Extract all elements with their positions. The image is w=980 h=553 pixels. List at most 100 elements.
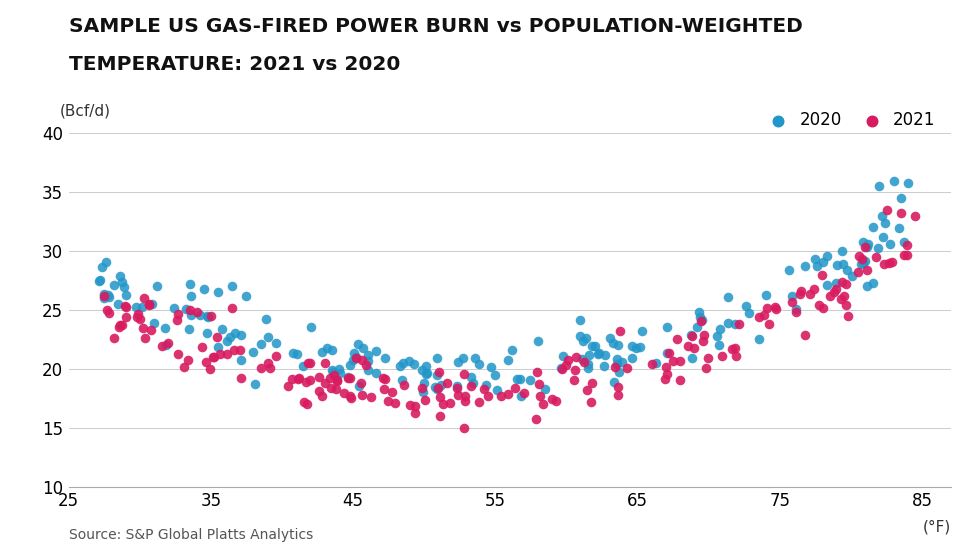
Point [838, 280, 854, 289]
Point [576, 358, 592, 367]
Point [368, 347, 384, 356]
Point [196, 284, 212, 293]
Point [844, 272, 859, 281]
Point [343, 394, 359, 403]
Point [573, 354, 589, 363]
Point [289, 350, 305, 359]
Point [876, 259, 892, 268]
Point [522, 375, 538, 384]
Point [870, 243, 886, 252]
Point [610, 359, 625, 368]
Point [432, 412, 448, 421]
Point [439, 379, 455, 388]
Point [859, 243, 875, 252]
Point [829, 260, 845, 269]
Point [233, 374, 249, 383]
Point [324, 366, 340, 375]
Point [500, 389, 515, 398]
Point [253, 364, 269, 373]
Point [493, 392, 509, 400]
Point [692, 312, 708, 321]
Point [355, 344, 370, 353]
Point [435, 400, 451, 409]
Point [874, 211, 890, 220]
Point [881, 259, 897, 268]
Point [871, 182, 887, 191]
Point [331, 364, 347, 373]
Point [253, 340, 269, 349]
Point [699, 364, 714, 373]
Point [456, 424, 471, 432]
Point [681, 342, 697, 351]
Point [858, 243, 873, 252]
Point [384, 387, 400, 396]
Point [363, 392, 378, 401]
Point [429, 353, 445, 362]
Point [835, 277, 851, 286]
Point [355, 391, 370, 400]
Point [430, 384, 446, 393]
Point [855, 238, 870, 247]
Point [115, 277, 130, 286]
Legend: 2020, 2021: 2020, 2021 [755, 105, 942, 136]
Point [619, 364, 635, 373]
Point [118, 302, 133, 311]
Point [720, 319, 736, 327]
Point [354, 356, 369, 364]
Point [731, 320, 747, 328]
Point [592, 348, 608, 357]
Point [238, 291, 254, 300]
Point [211, 342, 226, 351]
Point [199, 312, 215, 321]
Point [181, 280, 197, 289]
Point [478, 380, 494, 389]
Point [429, 371, 445, 380]
Point [624, 353, 640, 362]
Point [851, 268, 866, 276]
Point [233, 355, 249, 364]
Point [694, 317, 710, 326]
Point [201, 312, 217, 321]
Point [597, 351, 612, 359]
Point [691, 308, 707, 317]
Point [566, 376, 582, 385]
Point [415, 366, 430, 374]
Point [291, 374, 307, 383]
Point [171, 349, 186, 358]
Point [134, 302, 150, 311]
Point [899, 241, 914, 250]
Point [465, 378, 480, 387]
Point [146, 319, 162, 328]
Point [814, 303, 830, 312]
Point [112, 272, 127, 281]
Point [406, 360, 421, 369]
Point [580, 359, 596, 368]
Point [181, 325, 197, 333]
Point [192, 310, 208, 319]
Point [340, 373, 356, 382]
Point [793, 286, 808, 295]
Point [348, 353, 364, 362]
Point [303, 323, 318, 332]
Point [896, 238, 911, 247]
Point [432, 393, 448, 401]
Point [101, 293, 117, 301]
Point [451, 390, 466, 399]
Point [231, 345, 247, 354]
Point [555, 351, 570, 360]
Point [402, 400, 417, 409]
Point [798, 261, 813, 270]
Point [659, 362, 674, 371]
Point [464, 373, 479, 382]
Point [865, 278, 881, 287]
Point [326, 371, 342, 379]
Point [875, 233, 891, 242]
Point [809, 262, 825, 270]
Point [348, 353, 364, 362]
Point [142, 300, 158, 309]
Point [759, 290, 774, 299]
Point [118, 290, 133, 299]
Text: SAMPLE US GAS-FIRED POWER BURN vs POPULATION-WEIGHTED: SAMPLE US GAS-FIRED POWER BURN vs POPULA… [69, 17, 803, 35]
Point [578, 333, 594, 342]
Point [858, 265, 874, 274]
